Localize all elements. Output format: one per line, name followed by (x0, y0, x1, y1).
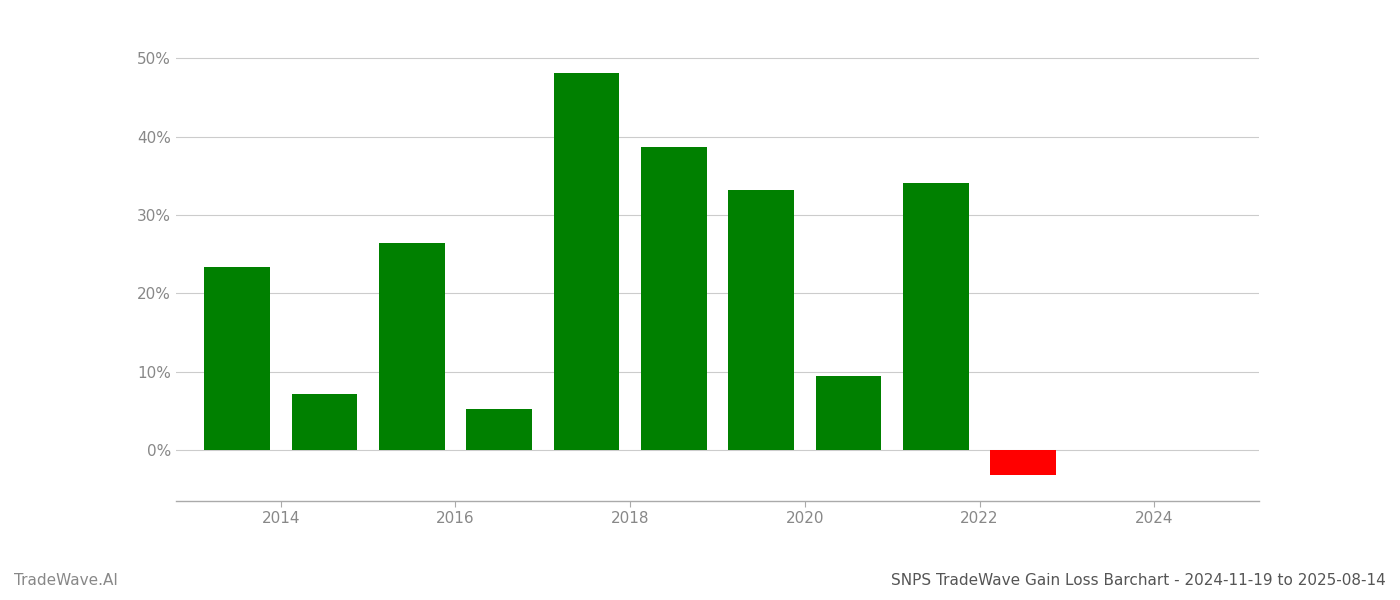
Bar (466, 409, 532, 450)
Bar (379, 243, 445, 450)
Text: TradeWave.AI: TradeWave.AI (14, 573, 118, 588)
Bar (291, 394, 357, 450)
Bar (728, 190, 794, 450)
Bar (816, 376, 881, 450)
Bar (554, 73, 619, 450)
Bar (204, 266, 270, 450)
Bar (990, 450, 1056, 475)
Text: SNPS TradeWave Gain Loss Barchart - 2024-11-19 to 2025-08-14: SNPS TradeWave Gain Loss Barchart - 2024… (892, 573, 1386, 588)
Bar (903, 183, 969, 450)
Bar (641, 148, 707, 450)
